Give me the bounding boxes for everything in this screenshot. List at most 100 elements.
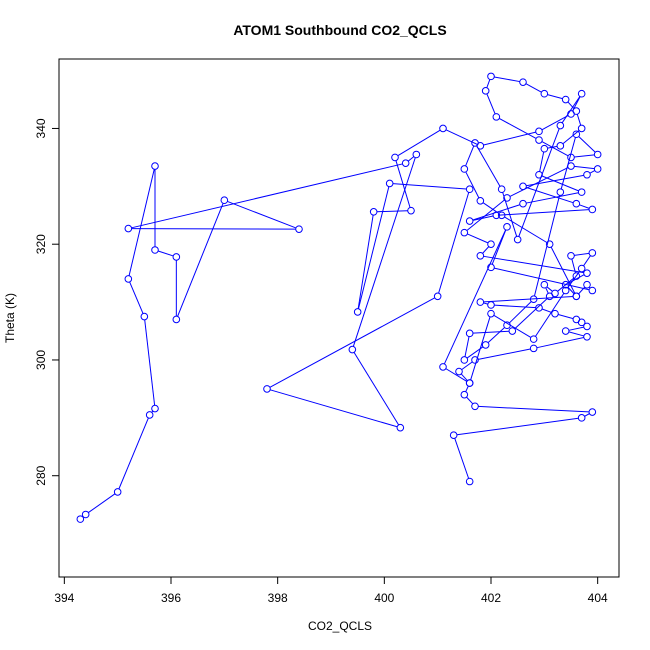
series-segment	[144, 319, 156, 406]
series-segment	[269, 297, 436, 388]
data-point	[556, 121, 565, 130]
series-segment	[574, 154, 595, 158]
series-segment	[466, 346, 484, 359]
data-point	[81, 510, 90, 519]
series-segment	[498, 118, 537, 139]
data-point	[572, 272, 581, 280]
data-point	[487, 263, 495, 272]
data-point	[572, 107, 581, 115]
series-segment	[518, 128, 560, 237]
data-point	[465, 217, 474, 225]
series-segment	[567, 101, 575, 110]
series-segment	[579, 204, 590, 209]
data-point	[577, 264, 586, 273]
series-segment	[461, 361, 473, 371]
data-point	[588, 408, 597, 416]
series-segment	[482, 246, 490, 254]
data-point	[535, 170, 543, 179]
data-point	[172, 315, 181, 324]
data-point	[295, 225, 303, 233]
data-point	[540, 280, 549, 289]
data-point	[487, 72, 495, 81]
data-point	[545, 240, 554, 249]
data-point	[465, 477, 474, 486]
series-segment	[525, 83, 542, 93]
data-point	[508, 327, 517, 335]
series-segment	[357, 186, 390, 309]
data-point	[503, 194, 511, 202]
data-point	[561, 95, 570, 104]
y-tick-label: 340	[34, 118, 48, 138]
series-segment	[465, 145, 475, 167]
series-segment	[557, 277, 575, 292]
series-segment	[177, 203, 224, 317]
data-point	[492, 113, 501, 121]
series-segment	[584, 413, 590, 417]
series-segment	[118, 417, 149, 490]
series-segment	[465, 385, 469, 392]
data-point	[572, 130, 581, 139]
data-point	[476, 196, 485, 205]
data-point	[567, 251, 575, 260]
series-segment	[157, 250, 174, 257]
series-segment	[445, 368, 468, 382]
data-point	[572, 199, 581, 208]
series-segment	[456, 417, 579, 436]
plot-frame	[58, 58, 620, 578]
data-point	[588, 205, 597, 214]
data-point	[540, 89, 549, 98]
series-segment	[487, 327, 505, 344]
series-segment	[443, 229, 507, 365]
data-point	[561, 286, 570, 295]
series-segment	[131, 163, 403, 229]
series-segment	[483, 255, 584, 274]
data-point	[471, 139, 479, 147]
series-segment	[547, 145, 558, 149]
data-point	[535, 127, 543, 136]
series-segment	[131, 228, 296, 230]
series-segment	[568, 326, 584, 331]
data-point	[593, 165, 602, 173]
series-segment	[574, 252, 590, 256]
data-point	[529, 344, 538, 353]
series-segment	[576, 114, 582, 126]
data-point	[487, 301, 495, 309]
series-segment	[407, 156, 415, 162]
series-segment	[558, 314, 574, 320]
data-point	[124, 224, 133, 233]
data-point	[465, 185, 474, 194]
series-segment	[483, 295, 574, 303]
series-segment	[562, 130, 580, 145]
data-point	[577, 188, 586, 196]
data-point	[556, 188, 565, 196]
data-point	[369, 207, 378, 216]
data-point	[476, 251, 485, 260]
data-point	[540, 144, 549, 153]
data-point	[567, 153, 575, 162]
series-segment	[460, 373, 468, 382]
data-point	[497, 211, 506, 220]
series-segment	[494, 304, 536, 309]
series-segment	[541, 308, 553, 314]
data-point	[492, 211, 501, 220]
data-point	[124, 275, 133, 283]
data-point	[583, 322, 591, 331]
series-segment	[546, 286, 553, 292]
series-segment	[464, 336, 470, 357]
series-segment	[397, 129, 441, 157]
data-point	[401, 159, 410, 167]
data-point	[385, 179, 394, 188]
data-point	[465, 329, 474, 338]
series-segment	[486, 79, 491, 88]
data-point	[513, 235, 522, 244]
series-segment	[227, 200, 297, 229]
data-point	[583, 269, 591, 277]
data-point	[76, 515, 85, 523]
series-segment	[472, 330, 510, 334]
series-segment	[493, 314, 532, 338]
data-point	[396, 423, 405, 432]
data-point	[583, 333, 591, 341]
data-point	[487, 309, 495, 318]
series-segment	[494, 267, 590, 291]
